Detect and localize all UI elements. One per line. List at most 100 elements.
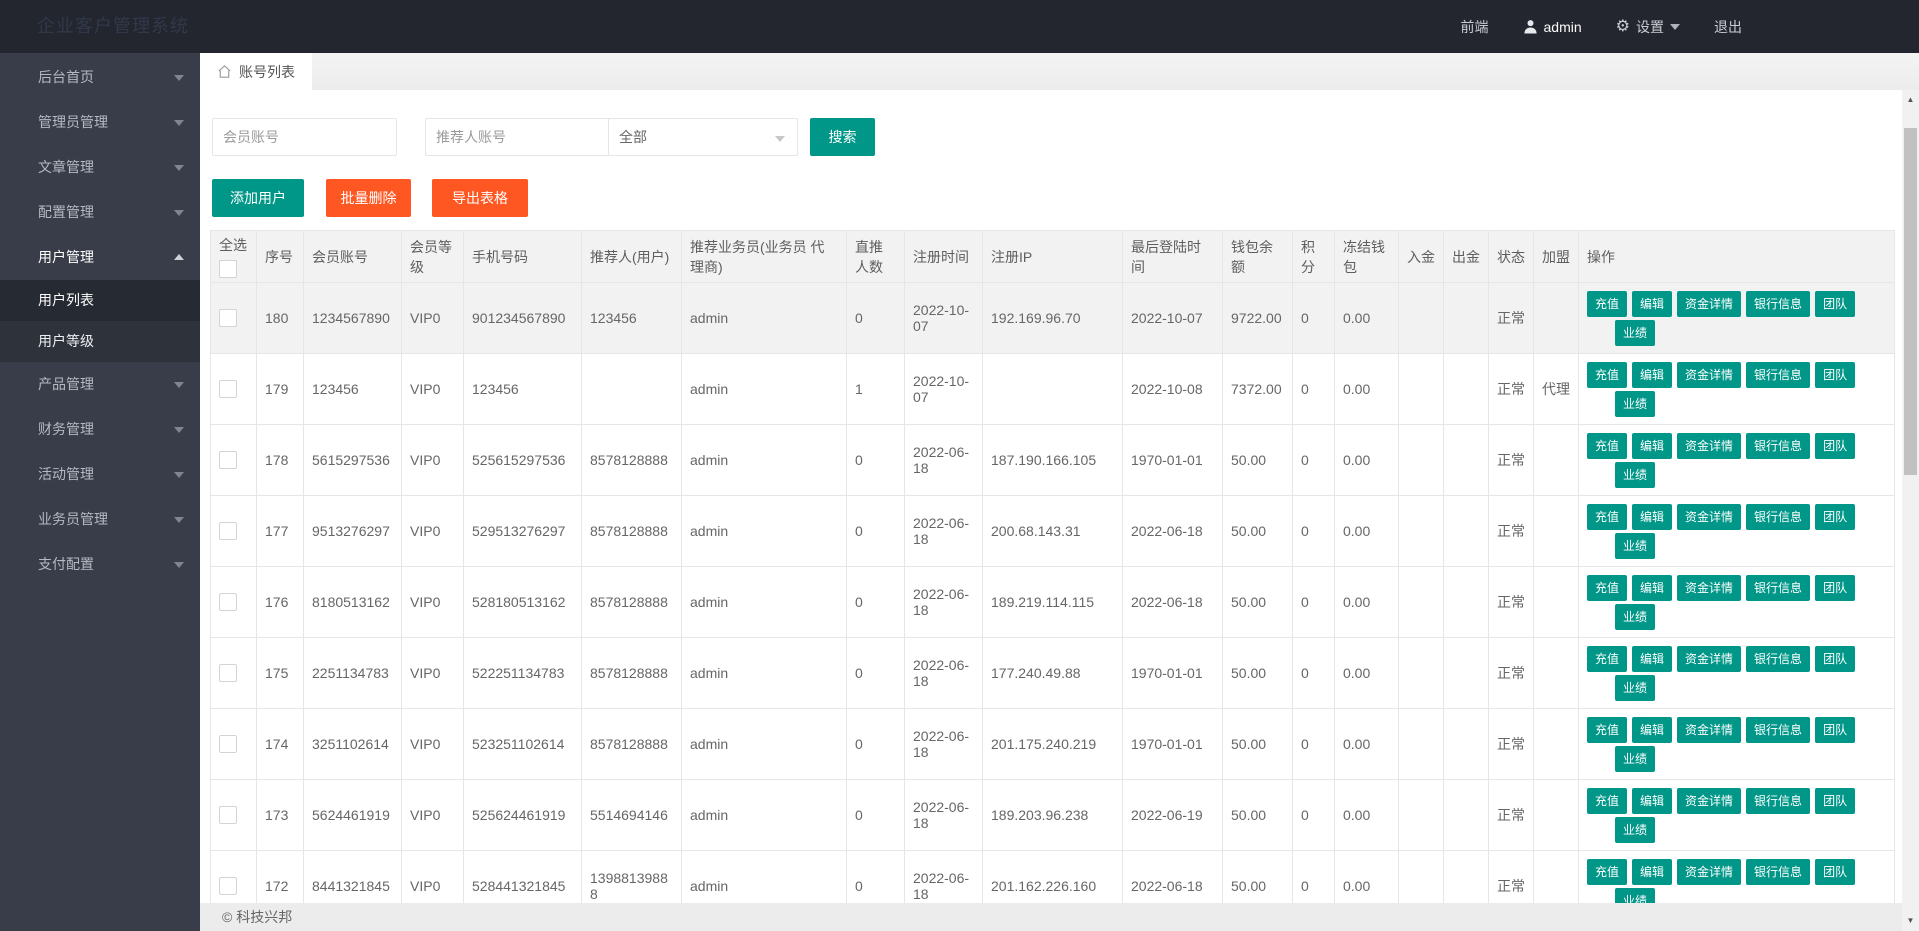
- funds-detail-button[interactable]: 资金详情: [1677, 858, 1742, 885]
- recharge-button[interactable]: 充值: [1587, 858, 1628, 885]
- sidebar-item-admins[interactable]: 管理员管理: [0, 100, 200, 145]
- team-button[interactable]: 团队: [1815, 787, 1856, 814]
- bank-info-button[interactable]: 银行信息: [1746, 787, 1811, 814]
- bank-info-button[interactable]: 银行信息: [1746, 503, 1811, 530]
- sidebar-item-config[interactable]: 配置管理: [0, 190, 200, 235]
- team-button[interactable]: 团队: [1815, 361, 1856, 388]
- team-button[interactable]: 团队: [1815, 645, 1856, 672]
- team-button[interactable]: 团队: [1815, 858, 1856, 885]
- search-button[interactable]: 搜索: [810, 118, 875, 156]
- funds-detail-button[interactable]: 资金详情: [1677, 361, 1742, 388]
- recharge-button[interactable]: 充值: [1587, 290, 1628, 317]
- row-checkbox[interactable]: [219, 593, 237, 612]
- performance-button[interactable]: 业绩: [1615, 461, 1656, 488]
- cell-reg-time: 2022-06-18: [904, 424, 983, 497]
- funds-detail-button[interactable]: 资金详情: [1677, 645, 1742, 672]
- scrollbar-thumb[interactable]: [1904, 128, 1917, 475]
- cell-status: 正常: [1488, 424, 1534, 497]
- row-checkbox[interactable]: [219, 664, 237, 683]
- funds-detail-button[interactable]: 资金详情: [1677, 787, 1742, 814]
- bank-info-button[interactable]: 银行信息: [1746, 361, 1811, 388]
- funds-detail-button[interactable]: 资金详情: [1677, 503, 1742, 530]
- cell-actions: 充值 编辑 资金详情 银行信息 团队 业绩: [1578, 779, 1895, 852]
- team-button[interactable]: 团队: [1815, 503, 1856, 530]
- table-header: 全选 序号 会员账号 会员等级 手机号码 推荐人(用户) 推荐业务员(业务员 代…: [210, 229, 1895, 284]
- add-user-button[interactable]: 添加用户: [212, 179, 304, 217]
- row-checkbox[interactable]: [219, 522, 237, 541]
- sidebar-item-user-level[interactable]: 用户等级: [38, 333, 94, 349]
- edit-button[interactable]: 编辑: [1632, 858, 1673, 885]
- row-checkbox[interactable]: [219, 877, 237, 896]
- team-button[interactable]: 团队: [1815, 574, 1856, 601]
- funds-detail-button[interactable]: 资金详情: [1677, 290, 1742, 317]
- cell-points: 0: [1292, 353, 1335, 426]
- export-table-button[interactable]: 导出表格: [432, 179, 528, 217]
- funds-detail-button[interactable]: 资金详情: [1677, 716, 1742, 743]
- bank-info-button[interactable]: 银行信息: [1746, 432, 1811, 459]
- edit-button[interactable]: 编辑: [1632, 432, 1673, 459]
- logout-link[interactable]: 退出: [1714, 18, 1742, 35]
- sidebar-item-user-list[interactable]: 用户列表: [0, 280, 200, 321]
- user-menu[interactable]: admin: [1523, 19, 1582, 35]
- team-button[interactable]: 团队: [1815, 290, 1856, 317]
- performance-button[interactable]: 业绩: [1615, 319, 1656, 346]
- member-account-input[interactable]: [212, 118, 397, 156]
- sidebar-item-dashboard[interactable]: 后台首页: [0, 55, 200, 100]
- performance-button[interactable]: 业绩: [1615, 390, 1656, 417]
- scroll-down-arrow[interactable]: ▼: [1906, 916, 1915, 925]
- sidebar-item-finance[interactable]: 财务管理: [0, 407, 200, 452]
- settings-menu[interactable]: ⚙ 设置: [1616, 17, 1680, 37]
- recharge-button[interactable]: 充值: [1587, 503, 1628, 530]
- recharge-button[interactable]: 充值: [1587, 361, 1628, 388]
- row-checkbox[interactable]: [219, 380, 237, 399]
- recharge-button[interactable]: 充值: [1587, 574, 1628, 601]
- row-checkbox[interactable]: [219, 806, 237, 825]
- bank-info-button[interactable]: 银行信息: [1746, 716, 1811, 743]
- recharge-button[interactable]: 充值: [1587, 787, 1628, 814]
- funds-detail-button[interactable]: 资金详情: [1677, 432, 1742, 459]
- sidebar-item-payment[interactable]: 支付配置: [0, 542, 200, 587]
- referrer-account-input[interactable]: [425, 118, 610, 156]
- sidebar-item-activities[interactable]: 活动管理: [0, 452, 200, 497]
- sidebar-item-salesmen[interactable]: 业务员管理: [0, 497, 200, 542]
- batch-delete-button[interactable]: 批量删除: [326, 179, 411, 217]
- recharge-button[interactable]: 充值: [1587, 432, 1628, 459]
- sidebar-item-products[interactable]: 产品管理: [0, 362, 200, 407]
- sidebar-item-users[interactable]: 用户管理: [0, 235, 200, 280]
- team-button[interactable]: 团队: [1815, 432, 1856, 459]
- edit-button[interactable]: 编辑: [1632, 290, 1673, 317]
- funds-detail-button[interactable]: 资金详情: [1677, 574, 1742, 601]
- edit-button[interactable]: 编辑: [1632, 716, 1673, 743]
- select-all-checkbox[interactable]: [219, 260, 237, 279]
- cell-salesman: admin: [681, 566, 847, 639]
- bank-info-button[interactable]: 银行信息: [1746, 574, 1811, 601]
- edit-button[interactable]: 编辑: [1632, 645, 1673, 672]
- edit-button[interactable]: 编辑: [1632, 574, 1673, 601]
- performance-button[interactable]: 业绩: [1615, 745, 1656, 772]
- performance-button[interactable]: 业绩: [1615, 816, 1656, 843]
- bank-info-button[interactable]: 银行信息: [1746, 858, 1811, 885]
- status-select[interactable]: 全部: [608, 118, 798, 156]
- edit-button[interactable]: 编辑: [1632, 787, 1673, 814]
- edit-button[interactable]: 编辑: [1632, 361, 1673, 388]
- recharge-button[interactable]: 充值: [1587, 645, 1628, 672]
- bank-info-button[interactable]: 银行信息: [1746, 290, 1811, 317]
- tab-account-list[interactable]: 账号列表: [200, 53, 312, 90]
- cell-status: 正常: [1488, 779, 1534, 852]
- bank-info-button[interactable]: 银行信息: [1746, 645, 1811, 672]
- performance-button[interactable]: 业绩: [1615, 674, 1656, 701]
- cell-points: 0: [1292, 424, 1335, 497]
- frontend-link[interactable]: 前端: [1460, 18, 1489, 35]
- sidebar-item-articles[interactable]: 文章管理: [0, 145, 200, 190]
- scroll-up-arrow[interactable]: ▲: [1906, 95, 1915, 104]
- team-button[interactable]: 团队: [1815, 716, 1856, 743]
- row-checkbox[interactable]: [219, 735, 237, 754]
- vertical-scrollbar[interactable]: ▲ ▼: [1902, 90, 1919, 931]
- row-checkbox[interactable]: [219, 451, 237, 470]
- performance-button[interactable]: 业绩: [1615, 532, 1656, 559]
- row-checkbox[interactable]: [219, 309, 237, 328]
- performance-button[interactable]: 业绩: [1615, 603, 1656, 630]
- recharge-button[interactable]: 充值: [1587, 716, 1628, 743]
- edit-button[interactable]: 编辑: [1632, 503, 1673, 530]
- table-row: 178 5615297536 VIP0 525615297536 8578128…: [210, 424, 1895, 497]
